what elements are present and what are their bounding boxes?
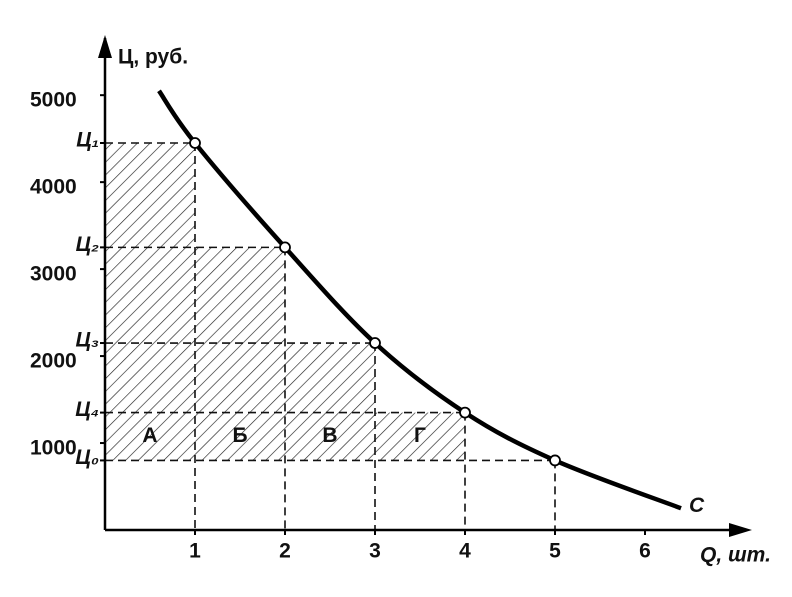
price-tick-label: Ц₃: [76, 329, 99, 352]
point: [279, 241, 291, 254]
hatched-area: [105, 143, 195, 461]
curve-label: C: [689, 494, 705, 517]
y-tick-label: 2000: [30, 350, 77, 373]
x-tick-label: 3: [369, 540, 381, 563]
y-axis-arrow: [98, 35, 112, 58]
y-tick-label: 1000: [30, 437, 77, 460]
area-label: В: [322, 424, 337, 447]
area-label: Б: [232, 424, 247, 447]
x-tick-label: 2: [279, 540, 291, 563]
point: [549, 454, 561, 467]
x-tick-label: 1: [189, 540, 201, 563]
y-tick-label: 5000: [30, 89, 77, 112]
hatched-area: [285, 343, 375, 461]
point: [369, 337, 381, 349]
point: [459, 406, 471, 419]
price-tick-label: Ц₁: [76, 129, 99, 152]
hatched-area: [195, 247, 285, 461]
hatched-area: [375, 412, 465, 461]
x-axis-arrow: [729, 523, 752, 537]
price-tick-label: Ц₂: [76, 233, 99, 256]
y-tick-label: 4000: [30, 176, 77, 199]
x-tick-label: 6: [639, 540, 651, 563]
point: [189, 137, 201, 149]
area-label: А: [142, 424, 157, 447]
y-axis-label: Ц, руб.: [118, 46, 188, 69]
y-tick-label: 3000: [30, 263, 77, 286]
price-tick-label: Ц₄: [75, 398, 99, 421]
price-tick-label: Ц₀: [75, 446, 99, 469]
area-label: Г: [414, 424, 426, 447]
x-tick-label: 4: [459, 540, 471, 563]
x-axis-label: Q, шт.: [700, 544, 771, 567]
x-tick-label: 5: [549, 540, 561, 563]
